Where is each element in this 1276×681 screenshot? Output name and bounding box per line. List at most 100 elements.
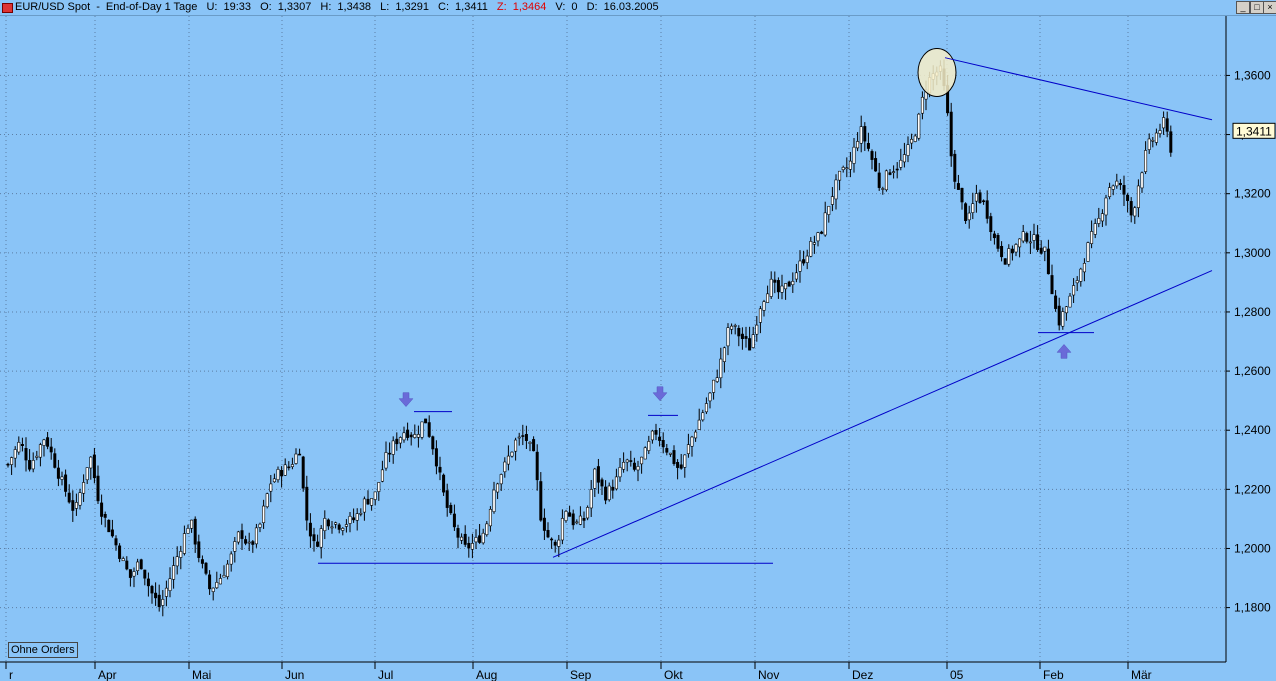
candle-body: [265, 493, 269, 508]
candle-body: [125, 560, 129, 570]
candle-body: [262, 505, 266, 524]
candle-body: [456, 528, 460, 538]
ohne-orders-badge[interactable]: Ohne Orders: [8, 642, 78, 658]
down-arrow-icon: [398, 392, 414, 408]
candle-body: [809, 241, 813, 257]
candle-body: [1000, 245, 1004, 258]
candle-body: [118, 545, 122, 559]
candle-body: [301, 456, 305, 489]
candle-body: [758, 308, 762, 323]
candle-body: [146, 578, 150, 587]
candle-body: [1169, 131, 1173, 153]
candle-body: [535, 451, 539, 481]
price-chart[interactable]: 1,36001,34001,32001,30001,28001,26001,24…: [0, 16, 1276, 681]
stat-low-label: L:: [380, 1, 390, 13]
candle-body: [694, 431, 698, 439]
candle-body: [589, 489, 593, 509]
candle-body: [204, 562, 208, 574]
candle-body: [326, 519, 330, 527]
candle-body: [409, 434, 413, 438]
candle-body: [1115, 180, 1119, 187]
chart-titlebar: EUR/USD Spot - End-of-Day 1 Tage U: 19:33 O…: [0, 0, 1276, 16]
candle-body: [622, 461, 626, 470]
candle-body: [186, 528, 190, 534]
candle-body: [64, 474, 68, 492]
candle-body: [366, 498, 370, 505]
candle-body: [600, 479, 604, 487]
candle-body: [13, 449, 17, 459]
candle-body: [478, 535, 482, 543]
candle-body: [1118, 182, 1122, 186]
candle-body: [1036, 234, 1040, 250]
candle-body: [1144, 150, 1148, 172]
candle-body: [251, 541, 255, 545]
candle-body: [319, 528, 323, 548]
stat-close-value: 1,3411: [455, 1, 488, 13]
candle-body: [690, 436, 694, 447]
stat-time-value: 19:33: [223, 1, 251, 13]
candle-body: [802, 259, 806, 264]
trendline: [944, 57, 1213, 121]
candle-body: [672, 450, 676, 464]
candle-body: [427, 422, 431, 437]
close-button[interactable]: ×: [1263, 1, 1276, 14]
arrows: [398, 344, 1072, 408]
candle-body: [96, 475, 100, 502]
candle-body: [287, 466, 291, 469]
maximize-button[interactable]: □: [1250, 1, 1264, 14]
candle-body: [229, 553, 233, 565]
candle-body: [992, 233, 996, 239]
candle-body: [258, 523, 262, 528]
candle-body: [359, 512, 363, 515]
candle-body: [136, 561, 140, 571]
candle-body: [967, 212, 971, 221]
candle-body: [1104, 197, 1108, 216]
candle-body: [686, 444, 690, 454]
candle-body: [1054, 295, 1058, 309]
candle-body: [110, 529, 114, 537]
candle-body: [1097, 218, 1101, 224]
candle-body: [330, 526, 334, 529]
candle-body: [395, 438, 399, 445]
candle-body: [413, 434, 417, 438]
candle-body: [776, 280, 780, 293]
candle-body: [406, 429, 410, 438]
candle-body: [74, 502, 78, 509]
candle-body: [726, 327, 730, 347]
candle-body: [744, 336, 748, 339]
candle-body: [524, 434, 528, 441]
candle-body: [208, 574, 212, 590]
candle-body: [38, 444, 42, 458]
y-tick-label: 1,2200: [1234, 482, 1271, 496]
candle-body: [1151, 139, 1155, 142]
candle-body: [71, 500, 75, 511]
top-highlight-circle: [917, 47, 957, 97]
candle-body: [920, 96, 924, 114]
candle-body: [474, 537, 478, 543]
candle-body: [866, 143, 870, 149]
candle-body: [607, 485, 611, 501]
x-tick-label: Okt: [664, 668, 683, 681]
candle-body: [650, 430, 654, 441]
candle-body: [506, 455, 510, 465]
candle-body: [604, 486, 608, 501]
candle-body: [780, 285, 784, 293]
candle-body: [1018, 238, 1022, 248]
candle-body: [740, 333, 744, 340]
candle-body: [1082, 262, 1086, 273]
candle-body: [956, 183, 960, 190]
candle-body: [643, 447, 647, 460]
minimize-button[interactable]: _: [1236, 1, 1250, 14]
candle-body: [856, 141, 860, 149]
candle-body: [107, 519, 111, 533]
candle-body: [28, 460, 32, 470]
candle-body: [881, 188, 885, 190]
candle-body: [812, 242, 816, 245]
candle-body: [1010, 248, 1014, 254]
candle-body: [1072, 285, 1076, 296]
candle-body: [665, 448, 669, 453]
candle-body: [139, 559, 143, 570]
candle-body: [1122, 185, 1126, 195]
symbol-label: EUR/USD Spot: [15, 1, 91, 13]
candle-body: [485, 523, 489, 535]
